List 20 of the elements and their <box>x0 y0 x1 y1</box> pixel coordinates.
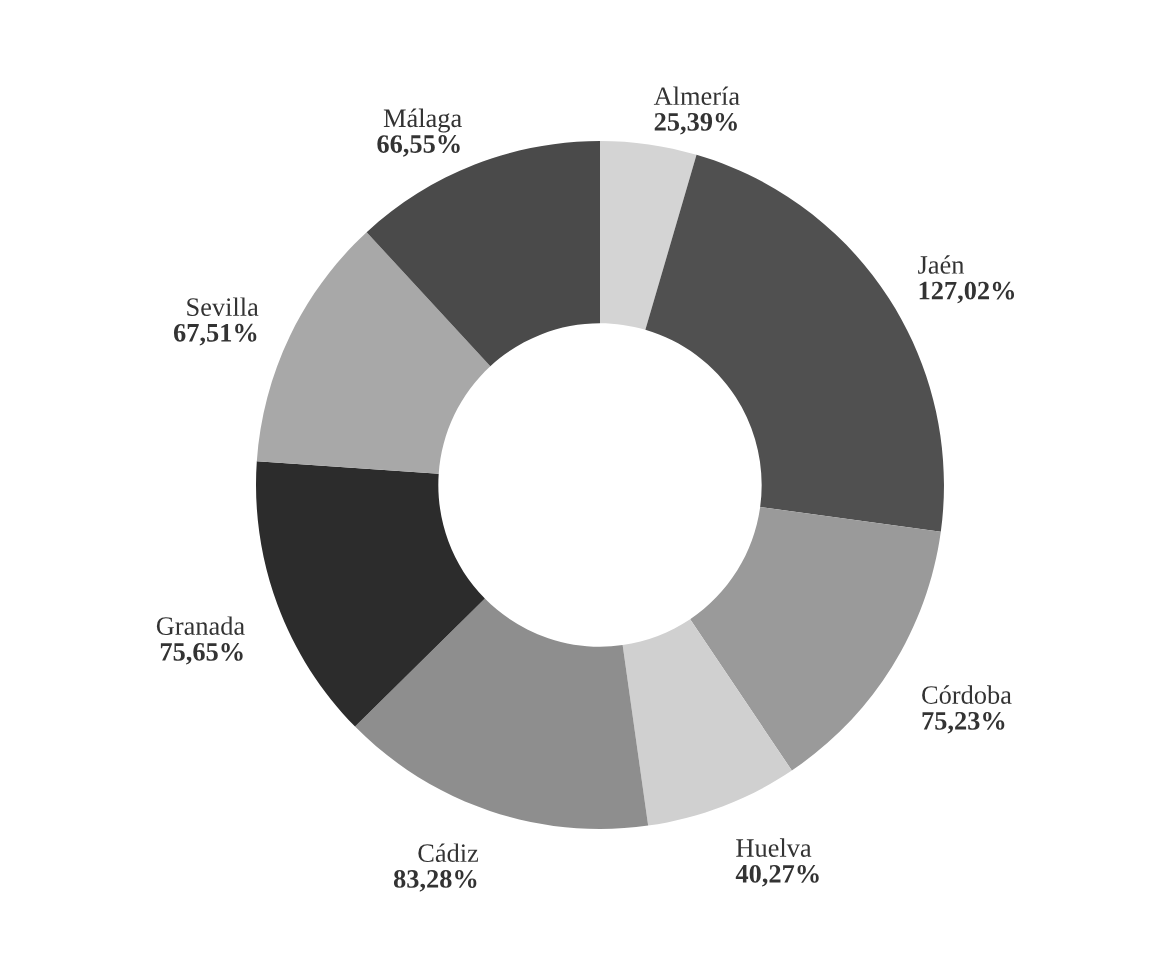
slice-label: Córdoba <box>922 685 1012 704</box>
slice-label: Cádiz <box>418 843 479 863</box>
slice-label: Sevilla <box>187 297 259 317</box>
slice-label: Almería <box>653 86 740 106</box>
data-label: 67,51% <box>173 323 257 346</box>
data-label: 25,39% <box>654 112 737 135</box>
slice-label: Málaga <box>383 108 462 133</box>
donut-slice <box>256 461 485 727</box>
slice-label: Jaén <box>918 255 965 274</box>
slice-label: Huelva <box>736 838 812 857</box>
slice-label: Granada <box>156 616 245 635</box>
data-label: 127,02% <box>919 281 1015 304</box>
data-label: 66,55% <box>377 135 460 157</box>
data-label: 75,65% <box>160 642 243 665</box>
donut-slice <box>600 141 697 330</box>
donut-slice <box>355 598 649 829</box>
data-label: 40,27% <box>735 864 819 887</box>
data-label: 83,28% <box>393 870 477 892</box>
data-label: 75,23% <box>922 711 1005 734</box>
donut-slice <box>622 619 792 826</box>
